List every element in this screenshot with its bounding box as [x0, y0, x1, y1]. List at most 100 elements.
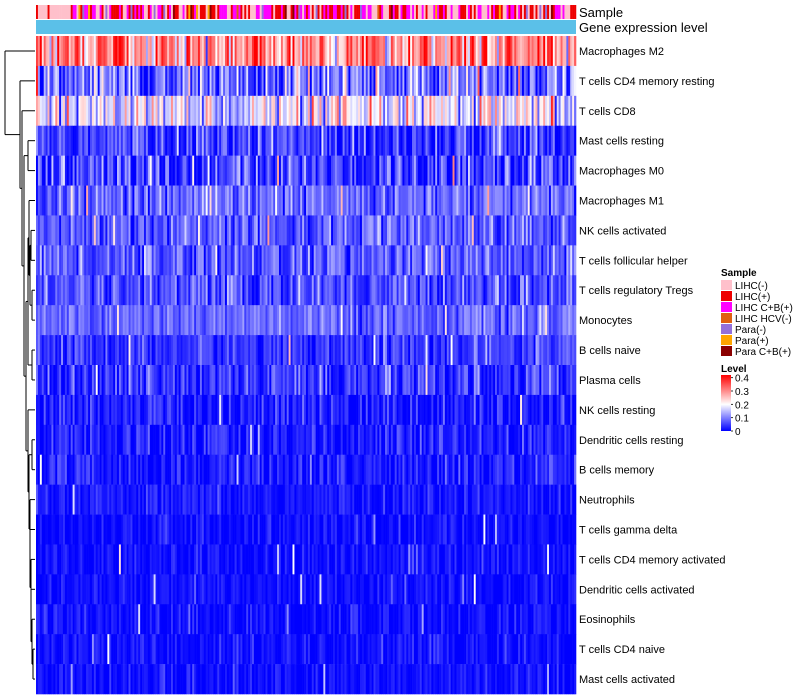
heatmap-cell: [427, 95, 430, 127]
heatmap-cell: [523, 185, 527, 216]
heatmap-cell: [523, 155, 527, 186]
heatmap-cell: [263, 275, 266, 306]
heatmap-cell: [265, 125, 268, 156]
heatmap-cell: [61, 275, 64, 306]
heatmap-cell: [307, 275, 311, 306]
heatmap-cell: [47, 65, 50, 97]
heatmap-cell: [132, 155, 135, 186]
heatmap-cell: [86, 245, 89, 276]
heatmap-cell: [371, 484, 374, 515]
heatmap-cell: [136, 514, 139, 545]
heatmap-cell: [523, 394, 527, 426]
heatmap-cell: [306, 424, 309, 456]
heatmap-cell: [387, 454, 390, 485]
heatmap-cell: [419, 454, 423, 485]
heatmap-cell: [198, 514, 201, 545]
sample-track-cell: [296, 5, 299, 19]
heatmap-cell: [365, 125, 369, 156]
heatmap-cell: [414, 245, 417, 276]
heatmap-cell: [558, 305, 561, 336]
heatmap-cell: [360, 305, 363, 336]
heatmap-cell: [207, 245, 210, 276]
heatmap-cell: [529, 394, 532, 426]
heatmap-cell: [514, 394, 517, 426]
heatmap-cell: [533, 335, 536, 366]
heatmap-cell: [429, 305, 432, 336]
heatmap-cell: [242, 484, 245, 515]
heatmap-cell: [242, 155, 245, 186]
heatmap-cell: [59, 125, 62, 156]
heatmap-cell: [109, 454, 112, 485]
heatmap-cell: [360, 394, 363, 426]
heatmap-cell: [41, 95, 45, 127]
sample-track-cell: [120, 5, 124, 19]
heatmap-cell: [263, 65, 266, 97]
heatmap-cell: [516, 335, 519, 366]
heatmap-cell: [454, 65, 457, 97]
heatmap-cell: [280, 514, 284, 545]
heatmap-cell: [97, 394, 100, 426]
heatmap-cell: [128, 36, 131, 67]
heatmap-cell: [253, 305, 257, 336]
heatmap-cell: [336, 275, 340, 306]
heatmap-cell: [387, 125, 390, 156]
heatmap-cell: [196, 95, 199, 127]
heatmap-cell: [118, 155, 122, 186]
heatmap-cell: [450, 36, 453, 67]
heatmap-cell: [439, 335, 442, 366]
heatmap-cell: [437, 155, 440, 186]
heatmap-cell: [234, 245, 237, 276]
heatmap-cell: [340, 245, 343, 276]
heatmap-cell: [288, 245, 291, 276]
heatmap-cell: [261, 394, 264, 426]
heatmap-cell: [352, 275, 355, 306]
heatmap-cell: [412, 155, 415, 186]
heatmap-cell: [288, 365, 291, 396]
heatmap-cell: [194, 365, 197, 396]
heatmap-cell: [417, 125, 421, 156]
heatmap-cell: [483, 484, 486, 515]
heatmap-cell: [552, 245, 556, 276]
heatmap-cell: [198, 36, 201, 67]
heatmap-cell: [415, 365, 419, 396]
heatmap-cell: [348, 125, 351, 156]
sample-track-cell: [452, 5, 455, 19]
heatmap-cell: [93, 155, 97, 186]
heatmap-cell: [460, 305, 463, 336]
heatmap-cell: [525, 305, 529, 336]
heatmap-cell: [410, 484, 413, 515]
heatmap-cell: [354, 155, 357, 186]
heatmap-cell: [466, 215, 469, 246]
heatmap-cell: [159, 454, 162, 485]
heatmap-cell: [483, 424, 486, 456]
heatmap-cell: [205, 245, 208, 276]
heatmap-cell: [66, 454, 70, 485]
heatmap-cell: [82, 454, 85, 485]
heatmap-cell: [327, 36, 330, 67]
heatmap-cell: [280, 454, 284, 485]
heatmap-cell: [363, 245, 367, 276]
heatmap-cell: [265, 305, 268, 336]
heatmap-cell: [275, 275, 278, 306]
heatmap-cell: [433, 484, 436, 515]
heatmap-cell: [252, 36, 255, 67]
heatmap-cell: [388, 365, 392, 396]
heatmap-cell: [306, 484, 309, 515]
heatmap-cell: [431, 335, 434, 366]
heatmap-cell: [369, 365, 372, 396]
heatmap-cell: [489, 36, 492, 67]
heatmap-cell: [452, 65, 455, 97]
sample-track-cell: [97, 5, 100, 19]
heatmap-cell: [379, 65, 382, 97]
heatmap-cell: [207, 514, 210, 545]
heatmap-cell: [400, 215, 403, 246]
heatmap-cell: [527, 36, 531, 67]
heatmap-cell: [286, 65, 289, 97]
heatmap-cell: [144, 185, 147, 216]
heatmap-cell: [410, 275, 413, 306]
heatmap-cell: [230, 305, 234, 336]
heatmap-cell: [358, 125, 361, 156]
heatmap-cell: [304, 155, 307, 186]
heatmap-cell: [325, 36, 328, 67]
sample-track-cell: [242, 5, 245, 19]
